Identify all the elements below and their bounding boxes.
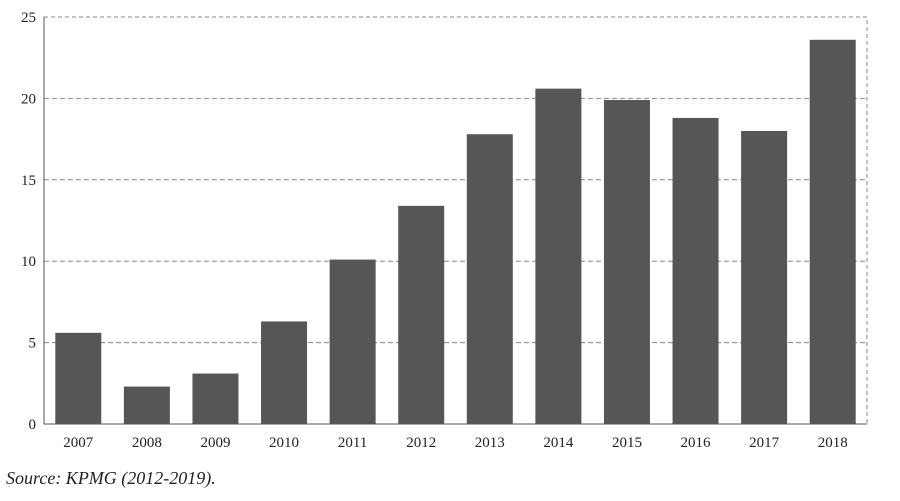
x-tick-label: 2017 [749, 435, 780, 451]
y-tick-labels: 0 5 10 15 20 25 [21, 10, 36, 433]
bar-2008 [123, 386, 170, 424]
x-tick-label: 2016 [681, 435, 712, 451]
x-tick-label: 2008 [132, 435, 162, 451]
x-tick-label: 2012 [406, 435, 436, 451]
bar-2012 [398, 205, 445, 424]
x-tick-label: 2018 [818, 435, 848, 451]
x-tick-label: 2010 [269, 435, 299, 451]
y-tick-label: 10 [21, 254, 36, 270]
x-tick-labels: 2007 2008 2009 2010 2011 2012 2013 2014 2015 2016… [63, 435, 847, 451]
y-tick-label: 20 [21, 91, 36, 107]
source-note: Source: KPMG (2012-2019). [6, 468, 216, 488]
bar-2014 [535, 88, 582, 425]
x-tick-label: 2007 [63, 435, 94, 451]
x-tick-label: 2009 [200, 435, 230, 451]
x-tick-label: 2013 [475, 435, 505, 451]
bar-2016 [672, 117, 719, 424]
x-tick-label: 2015 [612, 435, 642, 451]
bar-2018 [809, 39, 856, 425]
bar-2009 [192, 373, 239, 424]
bar-2013 [466, 134, 513, 424]
bar-2017 [741, 130, 788, 424]
y-tick-label: 25 [21, 10, 36, 26]
bars [55, 39, 856, 425]
y-tick-label: 5 [29, 336, 37, 352]
bar-2010 [261, 321, 308, 424]
bar-2007 [55, 332, 102, 424]
y-tick-label: 15 [21, 173, 36, 189]
x-tick-label: 2014 [543, 435, 574, 451]
bar-2015 [603, 100, 650, 424]
bar-2011 [329, 259, 376, 424]
x-tick-label: 2011 [338, 435, 367, 451]
y-tick-label: 0 [29, 417, 37, 433]
grid-lines [44, 97, 867, 344]
